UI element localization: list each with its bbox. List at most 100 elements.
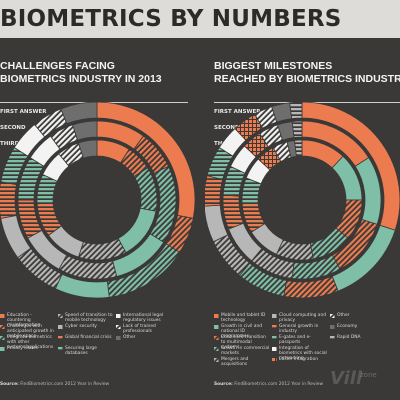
right-legend-label: E-gates and e-passports: [279, 335, 311, 346]
left-legend-item-international-legal-regulatory-issues: International legal regulatory issues: [116, 313, 172, 323]
left-slice-first-answer-other: [60, 101, 98, 125]
left-slice-first-answer-global-financial-crisis: [0, 181, 17, 219]
right-legend-swatch: [272, 357, 277, 362]
left-legend-swatch: [58, 346, 63, 351]
right-chart-title-line1: BIGGEST MILESTONES: [214, 60, 333, 72]
left-ring-label-first: FIRST ANSWER: [0, 109, 47, 115]
right-legend-swatch: [214, 324, 219, 329]
right-legend-item-mobile-and-tablet-id-technology: Mobile and tablet ID technology: [214, 313, 270, 323]
right-legend-swatch: [214, 313, 219, 318]
watermark-logo-sub: zone: [360, 371, 377, 379]
left-legend-item-integrate-biometrics-with-other-systems-: Integrate biometrics with other systems/…: [0, 335, 56, 351]
right-legend-swatch: [272, 324, 277, 329]
left-slice-second-other: [72, 120, 98, 141]
left-ring-first-answer: [0, 101, 195, 299]
right-legend-label: Continued transition to multimodal syste…: [221, 335, 266, 351]
right-legend-swatch: [272, 313, 277, 318]
left-legend-label: Education - countering misinformation: [7, 313, 41, 329]
right-slice-third-rapid-dna: [294, 139, 303, 157]
right-legend-swatch: [272, 335, 277, 340]
left-slice-third-other: [77, 139, 98, 159]
left-legend-item-other: Other: [116, 335, 172, 340]
right-legend-label: General growth in industry: [279, 324, 319, 335]
left-ring-label-third: THIRD: [0, 141, 20, 147]
right-legend-label: Economy: [337, 324, 358, 329]
right-legend-label: Easier integration: [279, 357, 318, 362]
right-slice-first-answer-continued-transition-to-multimodal-syste: [283, 275, 339, 299]
left-source: Source: FindBiometrics.com 2012 Year in …: [0, 382, 109, 387]
right-legend-item-general-growth-in-industry: General growth in industry: [272, 324, 328, 334]
left-source-prefix: Source:: [0, 382, 19, 387]
left-legend-label: International legal regulatory issues: [123, 313, 164, 324]
left-ring-second: [17, 120, 177, 280]
left-legend-swatch: [0, 335, 5, 340]
right-slice-second-rapid-dna: [291, 120, 303, 138]
left-legend-item-challenges-with-anticipated-growth-in-mo: Challenges with anticipated growth in mo…: [0, 324, 56, 340]
right-slice-second-general-growth-in-industry: [222, 194, 244, 230]
right-chart-title-line2: REACHED BY BIOMETRICS INDUSTRY: [214, 73, 400, 85]
right-legend-label: Growth in commercial markets: [221, 346, 270, 357]
right-legend-label: Other: [337, 313, 350, 318]
left-legend-label: Speed of transition to mobile technology: [65, 313, 113, 324]
left-legend-swatch: [58, 313, 63, 318]
right-legend-item-growth-in-civil-and-national-id-programm: Growth in civil and national ID programm…: [214, 324, 270, 340]
left-legend-label: Integrate biometrics with other systems/…: [7, 335, 54, 351]
right-source: Source: FindBiometrics.com 2012 Year in …: [214, 382, 323, 387]
right-legend-swatch: [330, 324, 335, 329]
left-legend-swatch: [0, 346, 5, 351]
left-legend-item-cyber-security: Cyber security: [58, 324, 114, 329]
right-legend-item-growth-in-commercial-markets: Growth in commercial markets: [214, 346, 270, 356]
page-title: BIOMETRICS BY NUMBERS: [0, 6, 342, 32]
left-legend-swatch: [0, 324, 5, 329]
right-legend-label: Mobile and tablet ID technology: [221, 313, 266, 324]
left-source-text: FindBiometrics.com 2012 Year in Review: [20, 382, 110, 387]
left-slice-third-speed-of-transition-to-mobile-technology: [77, 238, 127, 261]
right-legend-label: Cloud computing and privacy: [279, 313, 327, 324]
right-legend-item-mergers-and-acquisitions: Mergers and acquisitions: [214, 357, 270, 367]
right-slice-first-answer-rapid-dna: [289, 101, 303, 120]
left-legend-swatch: [0, 313, 5, 318]
right-legend-label: Mergers and acquisitions: [221, 357, 249, 368]
left-legend-label: Cyber security: [65, 324, 97, 329]
left-ring-label-second: SECOND: [0, 125, 26, 131]
left-legend-label: Securing large databases: [65, 346, 97, 357]
left-legend-item-education-countering-misinformation: Education - countering misinformation: [0, 313, 56, 329]
right-legend-item-other: Other: [330, 313, 386, 318]
right-legend-item-cloud-computing-and-privacy: Cloud computing and privacy: [272, 313, 328, 323]
watermark-logo: Vill: [330, 368, 363, 389]
left-legend-item-speed-of-transition-to-mobile-technology: Speed of transition to mobile technology: [58, 313, 114, 323]
left-legend-swatch: [58, 324, 63, 329]
right-legend-swatch: [330, 335, 335, 340]
left-legend-swatch: [116, 324, 121, 329]
left-chart-title-line1: CHALLENGES FACING: [0, 60, 115, 72]
left-legend-item-securing-large-databases: Securing large databases: [58, 346, 114, 356]
right-ring-label-second: SECOND: [214, 125, 240, 131]
left-legend-swatch: [116, 313, 121, 318]
left-ring-third: [36, 139, 158, 261]
right-legend-item-continued-transition-to-multimodal-syste: Continued transition to multimodal syste…: [214, 335, 270, 351]
left-legend-label: Privacy issues: [7, 346, 38, 351]
header-banner: BIOMETRICS BY NUMBERS: [0, 0, 400, 38]
left-donut-chart: [0, 101, 195, 299]
right-ring-third: [241, 139, 363, 261]
right-legend-label: Growth in civil and national ID programm…: [221, 324, 263, 340]
left-slice-third-integrate-biometrics-with-other-systems-: [133, 167, 158, 212]
right-legend-swatch: [214, 335, 219, 340]
left-legend-label: Global financial crisis: [65, 335, 112, 340]
left-legend-label: Other: [123, 335, 136, 340]
right-legend-item-easier-integration: Easier integration: [272, 357, 328, 362]
right-slice-first-answer-general-growth-in-industry: [205, 175, 224, 207]
left-legend-label: Lack of trained professionals: [123, 324, 156, 335]
left-legend-label: Challenges with anticipated growth in mo…: [7, 324, 54, 340]
left-chart-title: CHALLENGES FACING BIOMETRICS INDUSTRY IN…: [0, 60, 162, 86]
right-donut-chart: [205, 101, 400, 299]
right-source-text: FindBiometrics.com 2012 Year in Review: [234, 382, 324, 387]
right-ring-first-answer: [205, 101, 400, 299]
left-legend-item-privacy-issues: Privacy issues: [0, 346, 56, 351]
right-ring-second: [222, 120, 382, 280]
right-legend-label: Rapid DNA: [337, 335, 361, 340]
right-legend-item-e-gates-and-e-passports: E-gates and e-passports: [272, 335, 328, 345]
left-legend-swatch: [58, 335, 63, 340]
right-legend-swatch: [214, 346, 219, 351]
